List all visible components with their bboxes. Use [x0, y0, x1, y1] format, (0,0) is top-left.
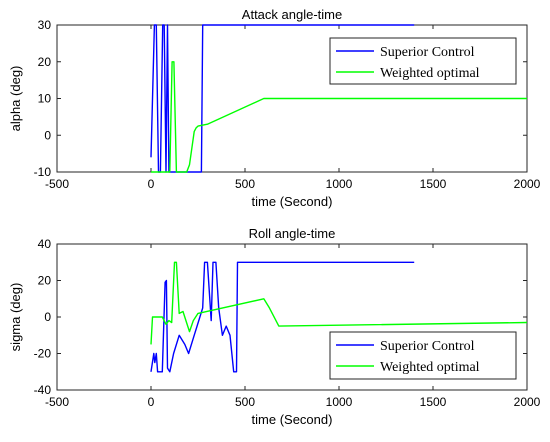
x-tick-label: 2000	[514, 395, 541, 409]
legend-box	[329, 37, 517, 85]
y-tick-label: -10	[34, 165, 52, 179]
legend-label: Weighted optimal	[380, 66, 480, 81]
y-axis-label: sigma (deg)	[8, 283, 23, 352]
y-tick-label: 20	[38, 274, 52, 288]
y-axis-label: alpha (deg)	[8, 66, 23, 132]
x-tick-label: 500	[235, 177, 255, 191]
legend-label: Superior Control	[380, 339, 475, 354]
legend-box	[329, 331, 517, 380]
x-tick-label: 1000	[326, 177, 353, 191]
series-line-superior-control	[150, 261, 415, 373]
legend: Superior Control Weighted optimal	[329, 331, 517, 380]
subplot-2: -500 0 500 1000 1500 2000 -40 -20 0 20 40 Roll angl…	[8, 226, 541, 427]
legend: Superior Control Weighted optimal	[329, 37, 517, 85]
chart-title: Roll angle-time	[249, 226, 336, 241]
series-line-weighted-optimal	[150, 261, 527, 345]
y-tick-label: 10	[38, 92, 52, 106]
y-tick-label: -40	[34, 383, 52, 397]
y-tick-label: 40	[38, 237, 52, 251]
y-tick-label: 20	[38, 55, 52, 69]
legend-label: Superior Control	[380, 45, 475, 60]
x-tick-label: 1500	[420, 177, 447, 191]
y-tick-label: 30	[38, 18, 52, 32]
x-tick-label: 500	[235, 395, 255, 409]
x-tick-label: 0	[148, 177, 155, 191]
subplot-1: -500 0 500 1000 1500 2000 -10 0 10 20 30 Attack ang…	[8, 7, 541, 209]
y-tick-label: 0	[44, 310, 51, 324]
chart-title: Attack angle-time	[242, 7, 342, 22]
x-tick-label: 1000	[326, 395, 353, 409]
legend-label: Weighted optimal	[380, 360, 480, 375]
x-tick-label: 0	[148, 395, 155, 409]
y-tick-label: -20	[34, 347, 52, 361]
x-tick-label: -500	[45, 177, 69, 191]
x-axis-label: time (Second)	[252, 194, 333, 209]
series-line-weighted-optimal	[151, 61, 527, 173]
x-tick-label: -500	[45, 395, 69, 409]
x-tick-label: 1500	[420, 395, 447, 409]
y-tick-label: 0	[44, 128, 51, 142]
x-axis-label: time (Second)	[252, 412, 333, 427]
x-tick-label: 2000	[514, 177, 541, 191]
series-line-superior-control	[150, 24, 415, 173]
